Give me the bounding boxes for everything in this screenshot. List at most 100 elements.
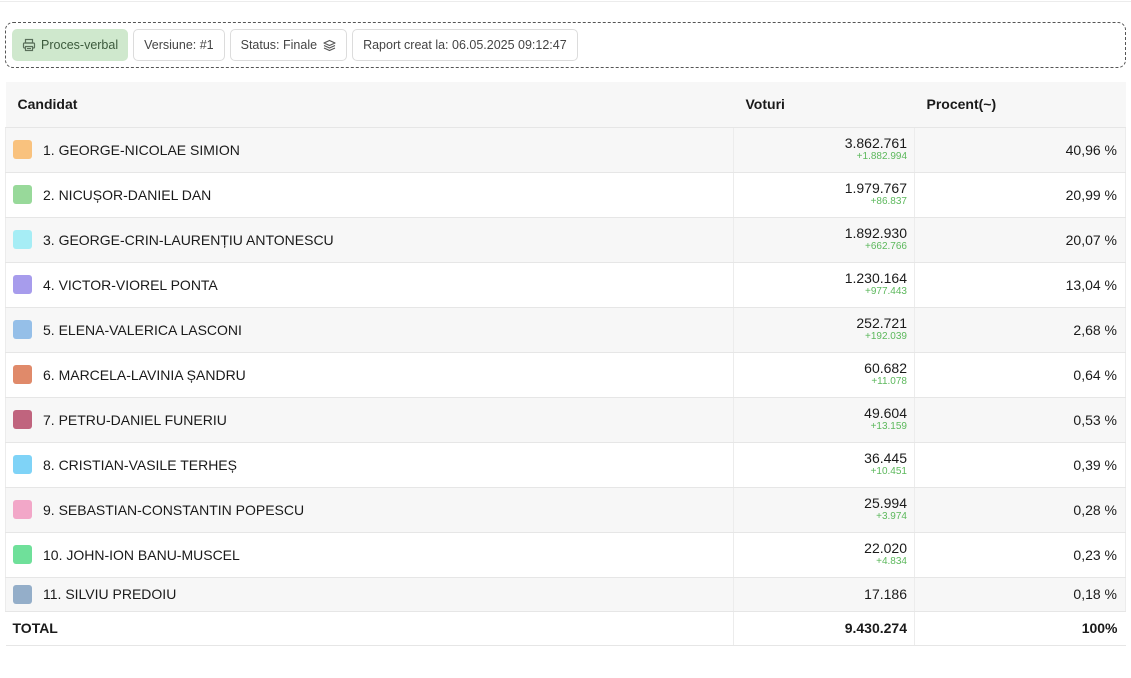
version-label: Versiune: #1 [144,38,214,52]
candidate-color-swatch [13,410,32,429]
table-row[interactable]: 2. NICUȘOR-DANIEL DAN 1.979.767 +86.837 20,… [5,172,1126,218]
top-divider [0,0,1131,2]
candidate-color-swatch [13,584,32,604]
votes-cell: 252.721 +192.039 [733,307,915,353]
percent-cell: 0,53 % [914,397,1126,443]
candidate-color-swatch [13,545,32,564]
table-row[interactable]: 10. JOHN-ION BANU-MUSCEL 22.020 +4.834 0,23… [5,532,1126,578]
votes-value: 1.230.164 [844,270,907,286]
candidate-cell: 3. GEORGE-CRIN-LAURENȚIU ANTONESCU [5,217,734,263]
votes-value: 3.862.761 [844,135,907,151]
header-percent[interactable]: Procent(~) [914,82,1126,128]
candidate-color-swatch [13,500,32,519]
percent-value: 0,53 % [1073,411,1117,428]
votes-value: 1.892.930 [844,225,907,241]
proces-verbal-button[interactable]: Proces-verbal [12,29,129,61]
table-row[interactable]: 7. PETRU-DANIEL FUNERIU 49.604 +13.159 0,53… [5,397,1126,443]
candidate-name: 10. JOHN-ION BANU-MUSCEL [43,546,240,563]
table-row[interactable]: 4. VICTOR-VIOREL PONTA 1.230.164 +977.443 1… [5,262,1126,308]
votes-value: 22.020 [864,540,907,556]
candidate-color-swatch [13,275,32,294]
candidate-name: 8. CRISTIAN-VASILE TERHEȘ [43,456,237,473]
candidate-cell: 10. JOHN-ION BANU-MUSCEL [5,532,734,578]
votes-cell: 1.892.930 +662.766 [733,217,915,263]
votes-value: 1.979.767 [844,180,907,196]
candidate-name: 4. VICTOR-VIOREL PONTA [43,276,218,293]
report-toolbar: Proces-verbal Versiune: #1 Status: Final… [5,22,1126,68]
candidate-name: 7. PETRU-DANIEL FUNERIU [43,411,227,428]
table-row[interactable]: 6. MARCELA-LAVINIA ȘANDRU 60.682 +11.078 0,… [5,352,1126,398]
table-row[interactable]: 8. CRISTIAN-VASILE TERHEȘ 36.445 +10.451 0,… [5,442,1126,488]
candidate-color-swatch [13,185,32,204]
candidate-cell: 5. ELENA-VALERICA LASCONI [5,307,734,353]
candidate-color-swatch [13,365,32,384]
candidate-cell: 6. MARCELA-LAVINIA ȘANDRU [5,352,734,398]
candidate-color-swatch [13,320,32,339]
candidate-name: 2. NICUȘOR-DANIEL DAN [43,186,212,203]
total-percent: 100% [914,611,1126,646]
table-row[interactable]: 11. SILVIU PREDOIU 17.186 0,18 % [5,577,1126,612]
percent-cell: 20,99 % [914,172,1126,218]
votes-value: 60.682 [864,360,907,376]
candidate-name: 5. ELENA-VALERICA LASCONI [43,321,242,338]
percent-value: 20,99 % [1065,186,1117,203]
percent-value: 40,96 % [1065,141,1117,158]
total-votes: 9.430.274 [733,611,915,646]
header-votes[interactable]: Voturi [733,82,915,128]
percent-value: 13,04 % [1065,276,1117,293]
candidate-cell: 7. PETRU-DANIEL FUNERIU [5,397,734,443]
percent-value: 2,68 % [1073,321,1117,338]
votes-value: 25.994 [864,495,907,511]
votes-cell: 3.862.761 +1.882.994 [733,127,915,173]
printer-icon [22,38,36,52]
percent-cell: 13,04 % [914,262,1126,308]
percent-cell: 40,96 % [914,127,1126,173]
candidate-color-swatch [13,230,32,249]
candidate-cell: 8. CRISTIAN-VASILE TERHEȘ [5,442,734,488]
table-row[interactable]: 3. GEORGE-CRIN-LAURENȚIU ANTONESCU 1.892.… [5,217,1126,263]
status-label: Status: Finale [240,38,318,52]
votes-cell: 49.604 +13.159 [733,397,915,443]
results-table: Candidat Voturi Procent(~) 1. GEORGE-NIC… [5,82,1126,646]
votes-delta: +662.766 [865,241,907,252]
percent-cell: 0,23 % [914,532,1126,578]
table-row[interactable]: 9. SEBASTIAN-CONSTANTIN POPESCU 25.994 +3.… [5,487,1126,533]
candidate-name: 9. SEBASTIAN-CONSTANTIN POPESCU [43,501,305,518]
total-row: TOTAL 9.430.274 100% [5,611,1126,646]
votes-value: 17.186 [864,585,907,602]
percent-cell: 0,18 % [914,577,1126,612]
votes-cell: 17.186 [733,577,915,612]
candidate-cell: 4. VICTOR-VIOREL PONTA [5,262,734,308]
percent-cell: 0,39 % [914,442,1126,488]
candidate-cell: 9. SEBASTIAN-CONSTANTIN POPESCU [5,487,734,533]
status-chip[interactable]: Status: Finale [229,29,348,61]
votes-value: 36.445 [864,450,907,466]
table-row[interactable]: 5. ELENA-VALERICA LASCONI 252.721 +192.039… [5,307,1126,353]
votes-delta: +10.451 [870,466,907,477]
proces-verbal-label: Proces-verbal [41,38,119,52]
votes-delta: +3.974 [876,511,907,522]
version-chip[interactable]: Versiune: #1 [133,29,225,61]
candidate-name: 1. GEORGE-NICOLAE SIMION [43,141,240,158]
percent-cell: 0,64 % [914,352,1126,398]
votes-delta: +4.834 [876,556,907,567]
table-header-row: Candidat Voturi Procent(~) [5,82,1126,128]
votes-delta: +86.837 [870,196,907,207]
header-candidate[interactable]: Candidat [5,82,734,128]
percent-cell: 0,28 % [914,487,1126,533]
percent-value: 20,07 % [1065,231,1117,248]
candidate-name: 3. GEORGE-CRIN-LAURENȚIU ANTONESCU [43,231,334,248]
candidate-cell: 2. NICUȘOR-DANIEL DAN [5,172,734,218]
percent-value: 0,28 % [1073,501,1117,518]
votes-cell: 25.994 +3.974 [733,487,915,533]
votes-delta: +1.882.994 [856,151,907,162]
table-row[interactable]: 1. GEORGE-NICOLAE SIMION 3.862.761 +1.882.… [5,127,1126,173]
votes-cell: 22.020 +4.834 [733,532,915,578]
percent-value: 0,39 % [1073,456,1117,473]
candidate-cell: 1. GEORGE-NICOLAE SIMION [5,127,734,173]
percent-cell: 20,07 % [914,217,1126,263]
percent-value: 0,23 % [1073,546,1117,563]
percent-cell: 2,68 % [914,307,1126,353]
report-date-chip[interactable]: Raport creat la: 06.05.2025 09:12:47 [352,29,578,61]
candidate-cell: 11. SILVIU PREDOIU [5,577,734,612]
